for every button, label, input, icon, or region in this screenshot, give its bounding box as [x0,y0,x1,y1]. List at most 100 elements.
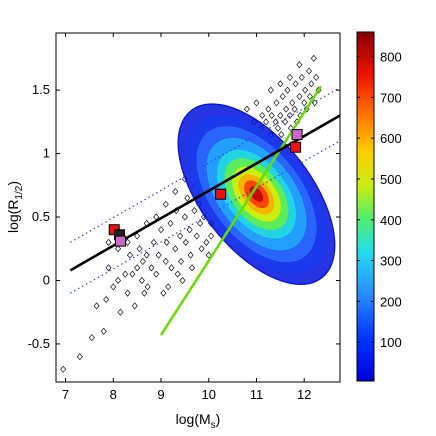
diamond-point [284,86,291,94]
colorbar: 100 200 300 400 500 600 700 800 [356,31,402,382]
plot-frame [55,32,341,383]
square-markers [108,129,303,247]
x-tick-label: 12 [297,387,311,402]
diamond-point [273,99,280,107]
diamond-point [174,270,181,278]
diamond-point [100,327,107,335]
diamond-point [298,73,305,81]
diamond-point [286,73,293,81]
x-tick-label: 7 [62,387,69,402]
diamond-point [308,80,315,88]
diamond-point [181,213,188,221]
diamond-point [289,99,296,107]
diamond-point [163,238,170,246]
diamond-point [187,251,194,259]
diamond-point [191,207,198,215]
diamond-point [117,308,124,316]
diamond-point [172,188,179,196]
plot-area: 7 8 9 10 11 12 -0.5 0 0.5 1 1.5 [28,32,341,402]
diamond-point [76,353,83,361]
diamond-point [134,232,141,240]
x-tick-label: 8 [110,387,117,402]
diamond-point [93,302,100,310]
diamond-point [129,270,136,278]
x-tick-label: 9 [157,387,164,402]
x-tick-label: 11 [250,387,264,402]
y-tick-label: 1.5 [32,82,50,97]
diamond-point [157,226,165,234]
diamond-point [168,264,175,272]
diamond-point [313,73,320,81]
diamond-point [292,80,299,88]
diamond-point [105,238,112,246]
y-axis-label-sub: 1/2 [14,185,25,199]
colorbar-tick-label: 200 [380,294,402,309]
diamond-point [296,92,303,100]
diamond-point [155,251,162,259]
diamond-point [182,238,189,246]
x-tick-label: 10 [202,387,216,402]
colorbar-tick-label: 500 [380,172,402,187]
diamond-point [165,283,172,291]
diamond-point [103,295,110,304]
diamond-point [305,67,312,75]
diamond-point [189,264,196,272]
x-axis-label-end: ) [216,411,221,427]
density-contours [177,103,336,285]
y-axis-label: log(R1/2) [5,181,25,233]
diamond-point [162,257,169,265]
diamond-point [277,80,284,88]
diamond-point [296,61,303,69]
diamond-point [268,111,275,120]
diamond-point [310,54,317,62]
green-fit-line [159,85,322,336]
diamond-point [291,105,298,113]
diamond-point [153,270,160,278]
colorbar-tick-label: 400 [380,213,402,228]
diamond-point [141,289,148,297]
colorbar-ticks: 100 200 300 400 500 600 700 800 [357,49,402,350]
diamond-point [148,264,155,272]
colorbar-tick-label: 700 [380,90,402,105]
diamond-point [144,283,151,291]
diamond-point [311,99,318,107]
diamond-point [283,105,290,113]
diamond-point [139,257,146,265]
diamond-point [150,238,157,246]
square-marker [114,235,126,247]
diamond-point [302,86,309,94]
diamond-point [115,276,122,285]
diamond-point [131,302,138,310]
diamond-point [110,283,117,291]
diamond-point [197,219,204,227]
diamond-point [136,245,143,253]
diamond-point [143,251,150,259]
diamond-point [178,257,185,265]
y-axis-label-main: log(R [5,200,21,233]
diamond-point [172,245,179,253]
diamond-point [243,105,250,113]
diamond-point [162,200,169,208]
diamond-point [60,365,67,373]
x-axis-ticks: 7 8 9 10 11 12 [62,33,311,402]
diamond-point [265,105,272,113]
diamond-point [253,99,260,107]
diamond-point [286,111,293,120]
colorbar-gradient [356,31,375,382]
square-marker [290,141,302,153]
diamond-point [272,118,279,126]
diamond-point [306,92,313,100]
diamond-point [279,92,286,100]
diamond-point [263,118,270,126]
diamond-point [115,245,122,253]
diamond-point [122,270,129,278]
colorbar-tick-label: 100 [380,335,402,350]
diamond-point [124,289,131,297]
colorbar-tick-label: 600 [380,131,402,146]
diamond-point [278,130,285,139]
y-tick-label: -0.5 [28,336,50,351]
diamond-point [259,111,266,120]
diamond-point [198,245,205,253]
y-tick-label: 1 [43,146,50,161]
